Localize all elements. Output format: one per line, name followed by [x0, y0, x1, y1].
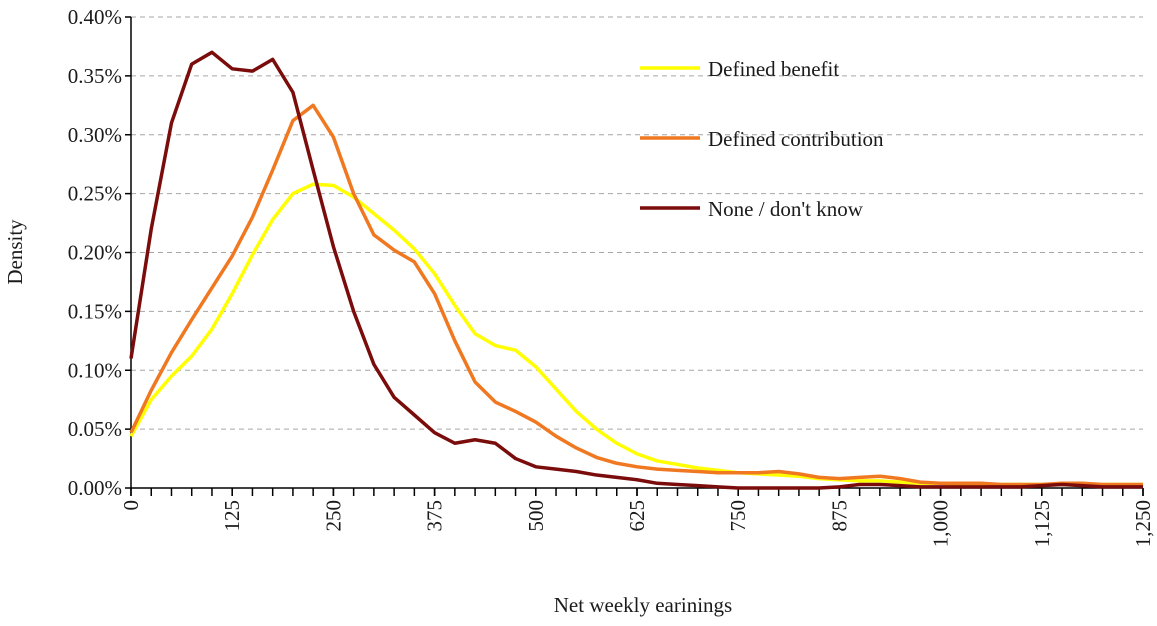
legend-label: None / don't know: [708, 197, 864, 221]
series-line: [129, 50, 1143, 490]
x-tick-label: 750: [726, 500, 750, 532]
y-tick-label: 0.30%: [68, 123, 122, 147]
x-tick-label: 1,000: [929, 500, 953, 547]
x-tick-label: 375: [423, 500, 447, 532]
legend-label: Defined contribution: [708, 127, 884, 151]
y-tick-label: 0.00%: [68, 476, 122, 500]
x-tick-label: 0: [119, 500, 143, 511]
y-tick-label: 0.10%: [68, 358, 122, 382]
x-tick-label: 875: [827, 500, 851, 532]
y-tick-label: 0.25%: [68, 182, 122, 206]
series-line: [129, 182, 1143, 487]
x-tick-label: 250: [321, 500, 345, 532]
y-tick-label: 0.35%: [68, 64, 122, 88]
y-tick-label: 0.05%: [68, 417, 122, 441]
x-tick-label: 125: [220, 500, 244, 532]
y-tick-label: 0.15%: [68, 299, 122, 323]
x-tick-label: 1,250: [1131, 500, 1155, 547]
series-line: [129, 103, 1143, 487]
legend-label: Defined benefit: [708, 57, 839, 81]
x-tick-label: 625: [625, 500, 649, 532]
x-tick-label: 500: [524, 500, 548, 532]
x-tick-label: 1,125: [1030, 500, 1054, 547]
y-axis-label: Density: [3, 219, 27, 285]
y-tick-label: 0.40%: [68, 5, 122, 29]
x-axis-label: Net weekly earinings: [554, 593, 732, 617]
y-tick-label: 0.20%: [68, 241, 122, 265]
